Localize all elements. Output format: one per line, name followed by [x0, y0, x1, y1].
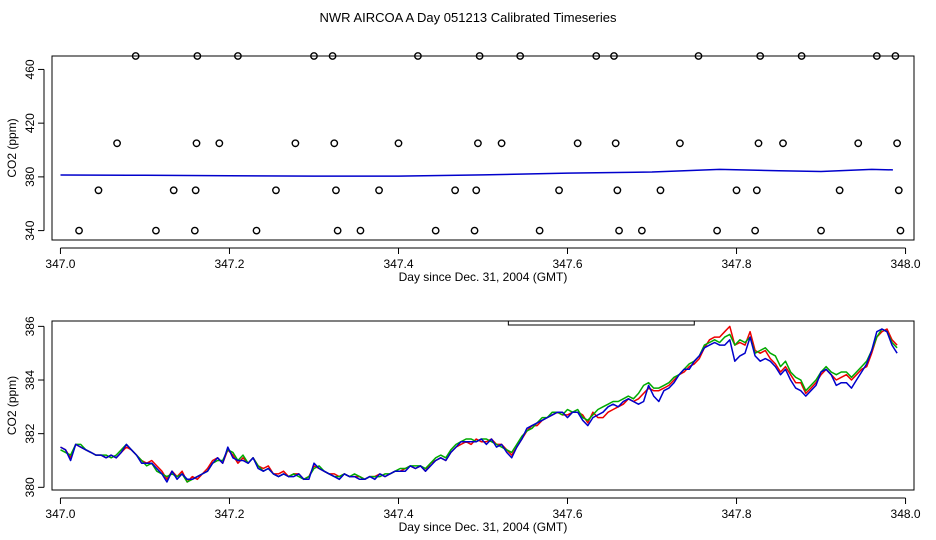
period-marker	[507, 320, 695, 326]
x-tick-label: 348.0	[891, 507, 921, 521]
data-point	[713, 226, 721, 235]
data-point	[656, 186, 665, 195]
data-point	[835, 186, 844, 195]
data-point	[637, 226, 646, 235]
data-point	[615, 226, 623, 235]
data-point	[497, 139, 506, 148]
data-point	[234, 52, 242, 60]
data-point	[475, 52, 484, 60]
plot-frame	[51, 320, 915, 491]
data-point	[573, 139, 582, 148]
x-tick-label: 348.0	[891, 257, 921, 271]
chart-title: NWR AIRCOA A Day 051213 Calibrated Times…	[319, 10, 617, 25]
data-point	[896, 226, 905, 235]
y-tick-label: 382	[23, 423, 37, 443]
data-point	[375, 186, 383, 195]
x-tick-label: 347.4	[383, 257, 413, 271]
x-axis-label: Day since Dec. 31, 2004 (GMT)	[399, 520, 568, 534]
data-point	[535, 226, 544, 235]
x-tick-label: 347.2	[214, 257, 244, 271]
bottom-panel: 347.0 347.2 347.4 347.6 347.8 348.0 Day since …	[5, 316, 921, 534]
data-point	[752, 186, 761, 195]
data-point	[310, 52, 318, 60]
data-point	[451, 186, 460, 195]
data-point	[330, 139, 339, 148]
data-point	[797, 52, 806, 60]
data-point	[611, 139, 620, 148]
data-point	[414, 52, 422, 60]
data-point	[854, 139, 863, 148]
data-point	[555, 186, 563, 195]
series-line	[60, 168, 893, 177]
data-point	[592, 52, 601, 60]
y-axis-label: CO2 (ppm)	[5, 118, 19, 177]
x-tick-label: 347.4	[383, 507, 413, 521]
data-point	[756, 52, 765, 60]
data-point	[193, 52, 202, 60]
y-tick-label: 380	[23, 477, 37, 497]
y-tick-label: 420	[23, 113, 37, 133]
data-point	[272, 186, 280, 195]
x-tick-label: 347.8	[722, 257, 752, 271]
data-point	[94, 186, 103, 195]
data-point	[328, 52, 337, 60]
data-point	[291, 139, 300, 148]
x-axis-label: Day since Dec. 31, 2004 (GMT)	[399, 270, 568, 284]
data-point	[779, 139, 787, 148]
data-point	[191, 186, 200, 195]
x-tick-label: 347.8	[722, 507, 752, 521]
data-point	[872, 52, 881, 60]
data-point	[333, 226, 342, 235]
x-tick-label: 347.0	[45, 257, 75, 271]
data-point	[190, 226, 199, 235]
data-point	[431, 226, 440, 235]
y-tick-label: 386	[23, 316, 37, 336]
series-line	[60, 325, 898, 483]
y-tick-label: 460	[23, 59, 37, 79]
data-point	[472, 186, 481, 195]
data-point	[613, 186, 622, 195]
x-tick-label: 347.0	[45, 507, 75, 521]
data-point	[394, 139, 403, 148]
data-point	[152, 226, 160, 235]
data-point	[474, 139, 482, 148]
data-point	[131, 52, 140, 60]
y-tick-label: 340	[23, 220, 37, 240]
data-point	[332, 186, 340, 195]
data-point	[732, 186, 741, 195]
series-line	[60, 328, 898, 483]
data-point	[894, 186, 903, 195]
data-point	[215, 139, 224, 148]
data-point	[470, 226, 479, 235]
data-point	[192, 139, 201, 148]
x-tick-label: 347.6	[552, 507, 582, 521]
y-tick-label: 384	[23, 370, 37, 390]
plot-frame	[51, 55, 915, 241]
data-point	[113, 139, 121, 148]
data-point	[751, 226, 760, 235]
data-point	[676, 139, 684, 148]
data-point	[754, 139, 763, 148]
data-point	[356, 226, 365, 235]
data-point	[75, 226, 83, 235]
top-panel: 347.0 347.2 347.4 347.6 347.8 348.0 Day since …	[5, 52, 921, 284]
y-axis-label: CO2 (ppm)	[5, 376, 19, 435]
y-tick-label: 380	[23, 167, 37, 187]
data-point	[169, 186, 178, 195]
data-point	[610, 52, 618, 60]
data-point	[252, 226, 261, 235]
data-point	[694, 52, 703, 60]
x-tick-label: 347.2	[214, 507, 244, 521]
data-point	[817, 226, 825, 235]
data-point	[893, 139, 901, 148]
data-point	[516, 52, 525, 60]
series-line	[60, 328, 898, 483]
data-point	[891, 52, 900, 60]
x-tick-label: 347.6	[552, 257, 582, 271]
